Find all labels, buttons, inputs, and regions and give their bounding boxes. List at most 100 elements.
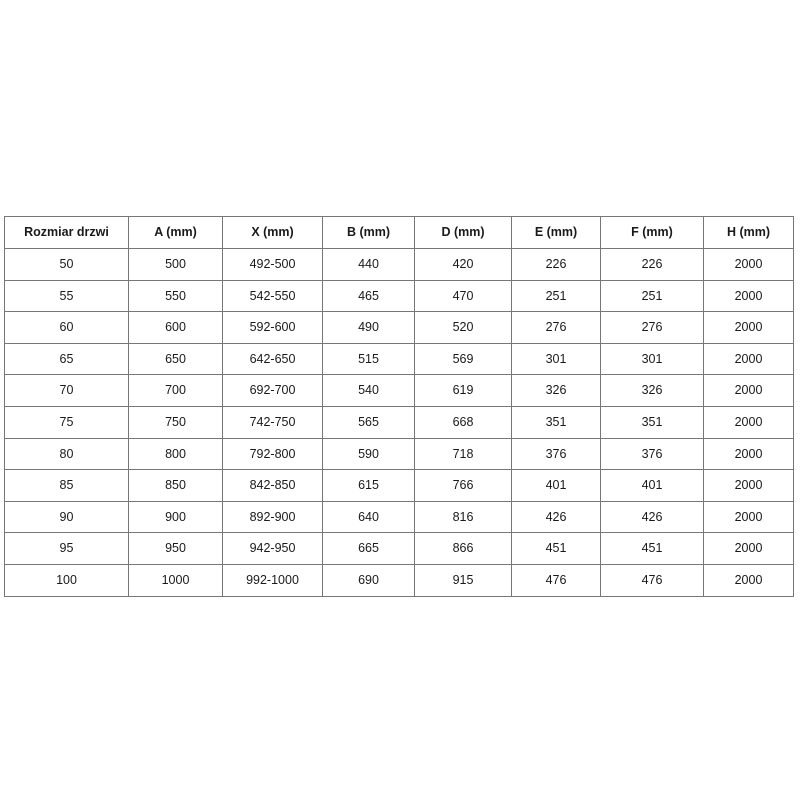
- table-cell: 401: [511, 469, 601, 502]
- table-cell: 792-800: [222, 437, 323, 471]
- table-row: 50 500 492-500 440 420 226 226 2000: [4, 248, 794, 281]
- table-cell: 470: [414, 279, 512, 313]
- table-cell: 1000: [128, 563, 223, 597]
- table-cell: 440: [322, 248, 415, 281]
- table-cell: 90: [4, 500, 129, 534]
- table-cell: 326: [600, 374, 704, 407]
- column-header-f-mm: F (mm): [600, 216, 704, 249]
- table-cell: 492-500: [222, 248, 323, 281]
- table-cell: 718: [414, 437, 512, 471]
- table-row: 70 700 692-700 540 619 326 326 2000: [4, 374, 794, 407]
- table-cell: 226: [600, 248, 704, 281]
- table-cell: 85: [4, 469, 129, 502]
- table-cell: 565: [322, 405, 415, 439]
- table-header: Rozmiar drzwi A (mm) X (mm) B (mm) D (mm…: [4, 216, 794, 249]
- table-cell: 2000: [703, 279, 794, 313]
- table-cell: 465: [322, 279, 415, 313]
- table-cell: 476: [511, 563, 601, 597]
- table-cell: 900: [128, 500, 223, 534]
- table-cell: 650: [128, 342, 223, 376]
- table-cell: 65: [4, 342, 129, 376]
- table-cell: 540: [322, 374, 415, 407]
- table-header-row: Rozmiar drzwi A (mm) X (mm) B (mm) D (mm…: [4, 216, 794, 249]
- table-cell: 50: [4, 248, 129, 281]
- table-cell: 2000: [703, 374, 794, 407]
- table-cell: 866: [414, 532, 512, 565]
- table-cell: 351: [511, 405, 601, 439]
- column-header-b-mm: B (mm): [322, 216, 415, 249]
- column-header-a-mm: A (mm): [128, 216, 223, 249]
- table-cell: 301: [600, 342, 704, 376]
- table-cell: 842-850: [222, 469, 323, 502]
- table-cell: 642-650: [222, 342, 323, 376]
- table-cell: 2000: [703, 248, 794, 281]
- table-cell: 665: [322, 532, 415, 565]
- table-cell: 619: [414, 374, 512, 407]
- table-cell: 992-1000: [222, 563, 323, 597]
- table-cell: 55: [4, 279, 129, 313]
- table-cell: 376: [600, 437, 704, 471]
- column-header-d-mm: D (mm): [414, 216, 512, 249]
- table-body: 50 500 492-500 440 420 226 226 2000 55 550 542-550…: [4, 248, 794, 597]
- table-cell: 251: [511, 279, 601, 313]
- table-cell: 515: [322, 342, 415, 376]
- table-cell: 569: [414, 342, 512, 376]
- spec-table-container: Rozmiar drzwi A (mm) X (mm) B (mm) D (mm…: [4, 216, 794, 597]
- table-cell: 276: [600, 311, 704, 344]
- table-cell: 70: [4, 374, 129, 407]
- table-cell: 590: [322, 437, 415, 471]
- table-cell: 2000: [703, 437, 794, 471]
- table-cell: 766: [414, 469, 512, 502]
- table-cell: 490: [322, 311, 415, 344]
- table-cell: 615: [322, 469, 415, 502]
- table-cell: 600: [128, 311, 223, 344]
- table-row: 60 600 592-600 490 520 276 276 2000: [4, 311, 794, 344]
- table-cell: 426: [511, 500, 601, 534]
- table-cell: 692-700: [222, 374, 323, 407]
- table-cell: 376: [511, 437, 601, 471]
- table-cell: 2000: [703, 500, 794, 534]
- table-cell: 301: [511, 342, 601, 376]
- table-row: 80 800 792-800 590 718 376 376 2000: [4, 437, 794, 471]
- table-cell: 75: [4, 405, 129, 439]
- table-row: 85 850 842-850 615 766 401 401 2000: [4, 469, 794, 502]
- table-cell: 451: [600, 532, 704, 565]
- table-row: 95 950 942-950 665 866 451 451 2000: [4, 532, 794, 565]
- table-cell: 950: [128, 532, 223, 565]
- table-cell: 892-900: [222, 500, 323, 534]
- table-cell: 942-950: [222, 532, 323, 565]
- table-cell: 668: [414, 405, 512, 439]
- table-row: 90 900 892-900 640 816 426 426 2000: [4, 500, 794, 534]
- table-cell: 80: [4, 437, 129, 471]
- table-cell: 2000: [703, 532, 794, 565]
- table-cell: 592-600: [222, 311, 323, 344]
- table-row: 100 1000 992-1000 690 915 476 476 2000: [4, 563, 794, 597]
- column-header-e-mm: E (mm): [511, 216, 601, 249]
- table-cell: 850: [128, 469, 223, 502]
- table-cell: 95: [4, 532, 129, 565]
- table-cell: 742-750: [222, 405, 323, 439]
- table-row: 75 750 742-750 565 668 351 351 2000: [4, 405, 794, 439]
- table-cell: 326: [511, 374, 601, 407]
- table-cell: 2000: [703, 563, 794, 597]
- table-cell: 2000: [703, 342, 794, 376]
- table-cell: 816: [414, 500, 512, 534]
- table-cell: 750: [128, 405, 223, 439]
- table-cell: 226: [511, 248, 601, 281]
- table-cell: 2000: [703, 469, 794, 502]
- table-cell: 690: [322, 563, 415, 597]
- door-size-specification-table: Rozmiar drzwi A (mm) X (mm) B (mm) D (mm…: [4, 216, 794, 597]
- table-cell: 542-550: [222, 279, 323, 313]
- table-cell: 100: [4, 563, 129, 597]
- table-cell: 640: [322, 500, 415, 534]
- table-cell: 451: [511, 532, 601, 565]
- column-header-h-mm: H (mm): [703, 216, 794, 249]
- table-cell: 700: [128, 374, 223, 407]
- table-cell: 420: [414, 248, 512, 281]
- table-cell: 500: [128, 248, 223, 281]
- table-cell: 550: [128, 279, 223, 313]
- column-header-x-mm: X (mm): [222, 216, 323, 249]
- table-row: 65 650 642-650 515 569 301 301 2000: [4, 342, 794, 376]
- table-cell: 915: [414, 563, 512, 597]
- table-cell: 60: [4, 311, 129, 344]
